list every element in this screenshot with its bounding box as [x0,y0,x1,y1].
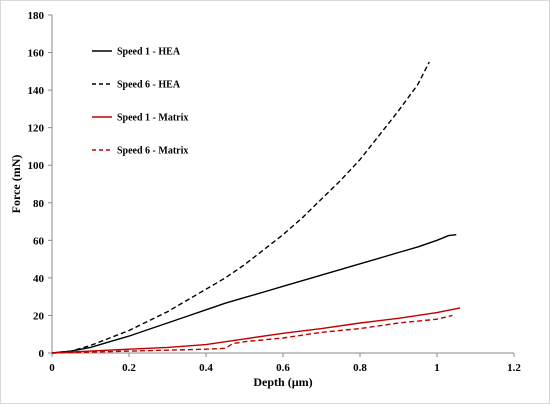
x-tick-label: 0.4 [199,362,213,374]
y-axis-ticks: 0 20 40 60 80 100 120 140 160 180 [28,10,52,360]
y-tick-label: 40 [33,273,45,285]
x-tick-label: 0.8 [353,362,367,374]
series-line-3 [51,307,461,354]
series-layer [51,61,461,354]
y-axis-title: Force (mN) [9,155,23,214]
legend-label-4: Speed 6 - Matrix [117,146,188,157]
x-tick-label: 0.6 [276,362,290,374]
y-tick-label: 140 [28,85,45,97]
y-tick-label: 0 [39,348,45,360]
legend-label-1: Speed 1 - HEA [117,47,181,58]
series-line-2 [51,61,430,354]
series-line-1 [51,234,457,354]
x-tick-label: 0 [49,362,55,374]
y-tick-label: 180 [28,10,45,22]
y-tick-label: 160 [28,48,45,60]
y-tick-label: 60 [33,235,45,247]
x-tick-label: 1 [434,362,440,374]
y-tick-label: 100 [28,160,45,172]
x-tick-label: 1.2 [507,362,521,374]
series-line-4 [51,314,453,354]
y-tick-label: 120 [28,123,45,135]
x-axis-ticks: 0 0.2 0.4 0.6 0.8 1 1.2 [49,353,521,374]
y-tick-label: 20 [33,310,45,322]
legend-label-3: Speed 1 - Matrix [117,113,188,124]
x-axis-title: Depth (µm) [253,375,312,389]
legend-label-2: Speed 6 - HEA [117,80,181,91]
x-tick-label: 0.2 [122,362,136,374]
y-tick-label: 80 [33,198,45,210]
legend: Speed 1 - HEA Speed 6 - HEA Speed 1 - Matr… [92,47,188,157]
